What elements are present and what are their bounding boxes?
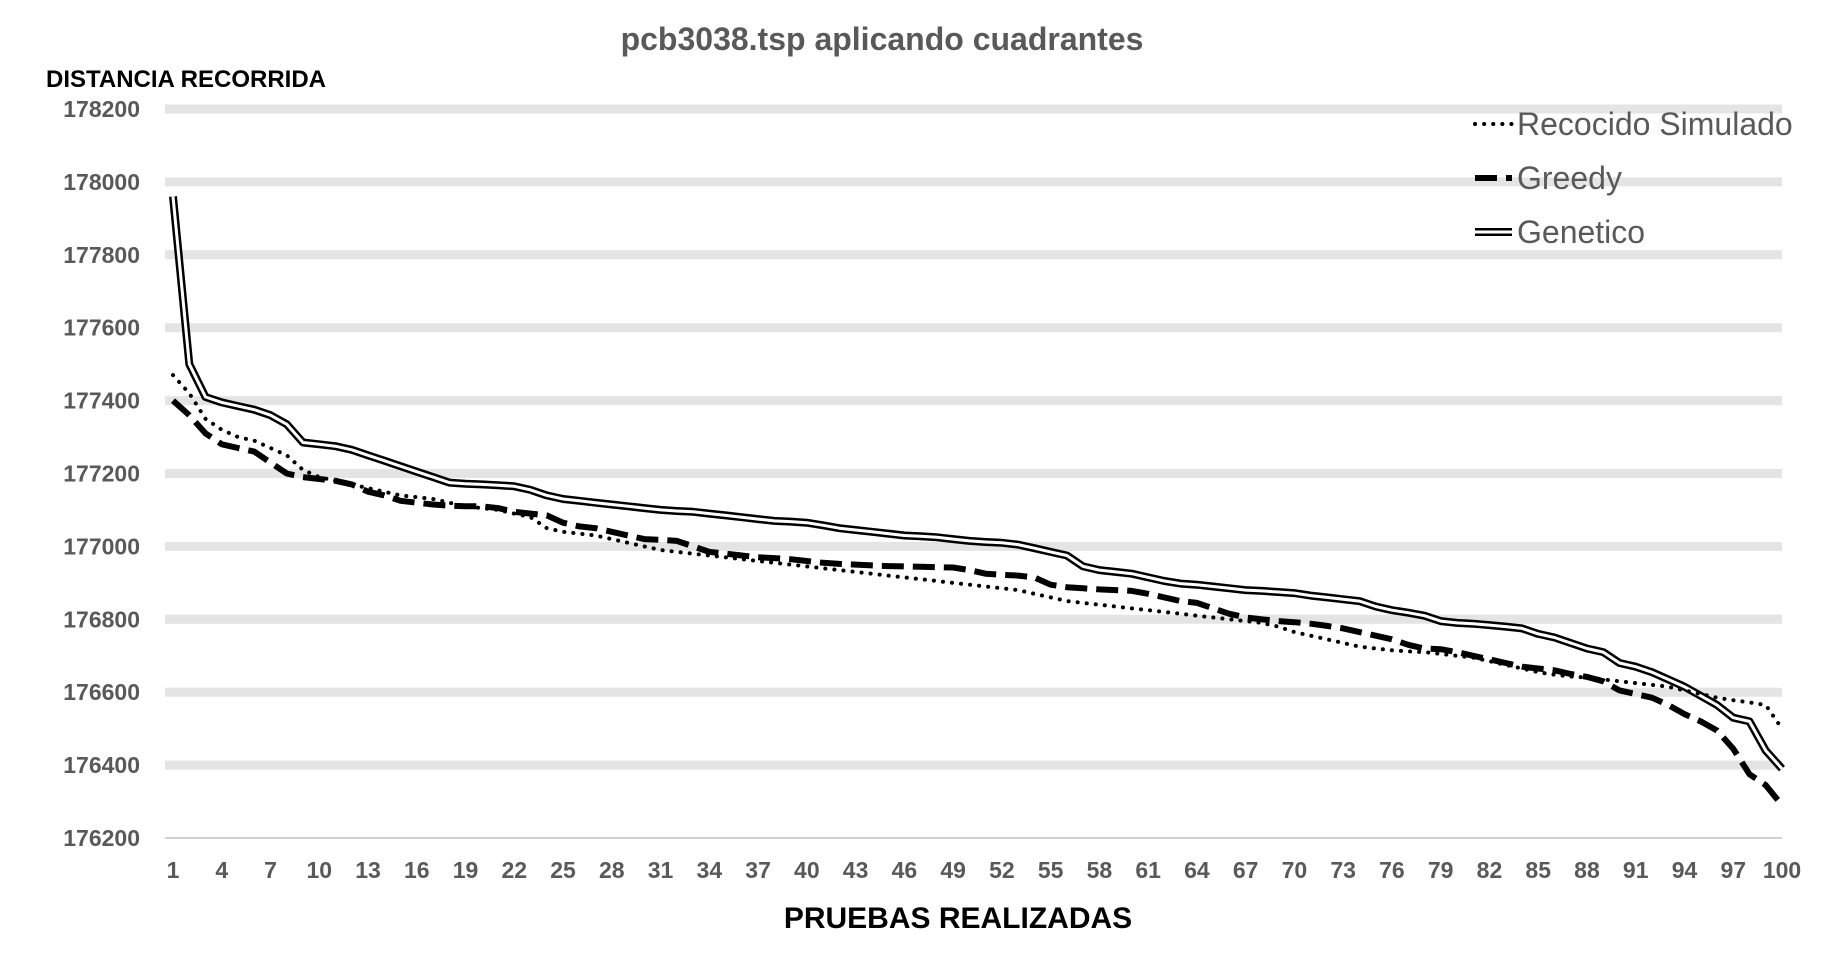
- y-axis-ticks: 176200 176400 176600 176800 177000 177200 1774…: [63, 96, 140, 851]
- x-tick-label: 19: [453, 857, 479, 883]
- x-tick-label: 40: [794, 857, 820, 883]
- x-tick-label: 88: [1574, 857, 1600, 883]
- x-tick-label: 76: [1379, 857, 1405, 883]
- x-tick-label: 7: [264, 857, 277, 883]
- x-tick-label: 22: [502, 857, 528, 883]
- y-tick-label: 178200: [63, 96, 140, 122]
- x-tick-label: 49: [940, 857, 966, 883]
- legend-label-genetico: Genetico: [1517, 214, 1645, 250]
- x-tick-label: 43: [843, 857, 869, 883]
- series-line-genetico-inner: [171, 196, 1784, 770]
- x-tick-label: 55: [1038, 857, 1064, 883]
- x-axis-ticks: 1 4 7 10 13 16 19 22 25 28 31 34 37 40 43 46 49 52 55 58 61 6…: [167, 857, 1802, 883]
- x-tick-label: 61: [1135, 857, 1161, 883]
- series-line-genetico-outer: [169, 196, 1785, 772]
- y-tick-label: 176400: [63, 752, 140, 778]
- y-tick-label: 176800: [63, 606, 140, 632]
- legend-label-greedy: Greedy: [1517, 160, 1622, 196]
- y-tick-label: 176200: [63, 825, 140, 851]
- x-tick-label: 91: [1623, 857, 1649, 883]
- x-tick-label: 10: [306, 857, 332, 883]
- y-axis-label: DISTANCIA RECORRIDA: [46, 66, 326, 93]
- x-tick-label: 100: [1763, 857, 1801, 883]
- x-tick-label: 58: [1087, 857, 1113, 883]
- x-tick-label: 16: [404, 857, 430, 883]
- x-tick-label: 64: [1184, 857, 1210, 883]
- x-tick-label: 85: [1525, 857, 1551, 883]
- chart-title: pcb3038.tsp aplicando cuadrantes: [621, 21, 1144, 57]
- x-axis-label: PRUEBAS REALIZADAS: [784, 902, 1132, 935]
- x-tick-label: 97: [1720, 857, 1746, 883]
- x-tick-label: 37: [745, 857, 771, 883]
- x-tick-label: 31: [648, 857, 674, 883]
- y-tick-label: 178000: [63, 169, 140, 195]
- x-tick-label: 1: [167, 857, 180, 883]
- series-line-greedy: [170, 398, 1785, 808]
- y-tick-label: 176600: [63, 679, 140, 705]
- x-tick-label: 73: [1330, 857, 1356, 883]
- series-line-recocido-simulado: [171, 373, 1784, 731]
- x-tick-label: 79: [1428, 857, 1454, 883]
- y-tick-label: 177800: [63, 242, 140, 268]
- x-tick-label: 13: [355, 857, 381, 883]
- x-tick-label: 82: [1477, 857, 1503, 883]
- y-tick-label: 177600: [63, 315, 140, 341]
- y-tick-label: 177000: [63, 533, 140, 559]
- x-tick-label: 46: [892, 857, 918, 883]
- x-tick-label: 67: [1233, 857, 1259, 883]
- series-lines: [169, 196, 1785, 808]
- legend: Recocido Simulado Greedy Genetico: [1473, 106, 1793, 250]
- x-tick-label: 52: [989, 857, 1015, 883]
- y-tick-label: 177400: [63, 388, 140, 414]
- x-tick-label: 4: [215, 857, 228, 883]
- legend-label-recocido-simulado: Recocido Simulado: [1517, 106, 1793, 142]
- y-tick-label: 177200: [63, 461, 140, 487]
- x-tick-label: 34: [697, 857, 723, 883]
- x-tick-label: 25: [550, 857, 576, 883]
- x-tick-label: 94: [1672, 857, 1698, 883]
- x-tick-label: 70: [1282, 857, 1308, 883]
- x-tick-label: 28: [599, 857, 625, 883]
- gridlines: [165, 104, 1782, 839]
